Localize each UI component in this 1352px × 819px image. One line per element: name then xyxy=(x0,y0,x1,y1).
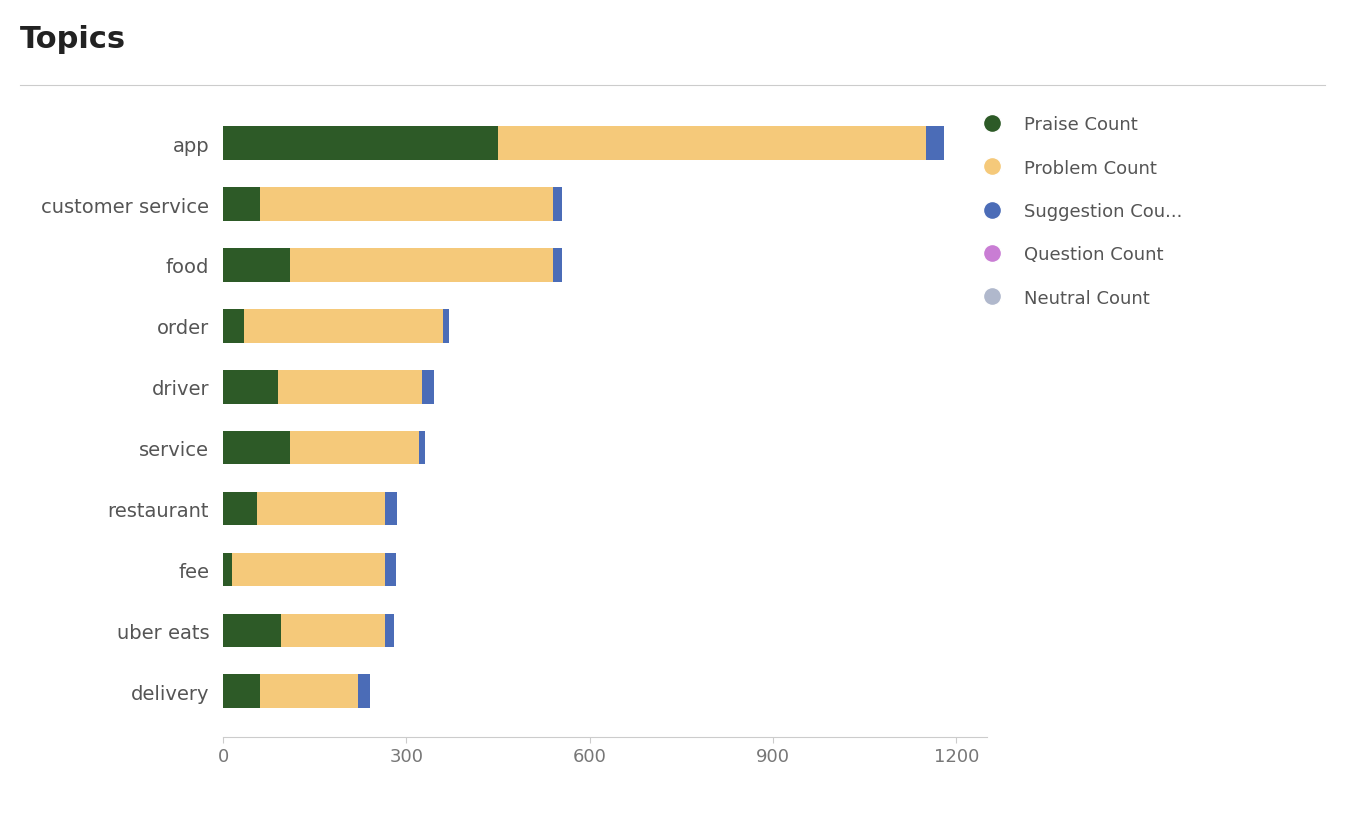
Bar xyxy=(553,249,562,283)
Bar xyxy=(443,310,449,343)
Bar xyxy=(223,553,233,586)
Bar xyxy=(223,613,281,647)
Bar xyxy=(223,370,279,404)
Bar xyxy=(223,492,257,526)
Bar xyxy=(223,249,291,283)
Bar xyxy=(926,127,944,161)
Bar xyxy=(279,370,422,404)
Bar xyxy=(291,432,419,465)
Bar xyxy=(281,613,385,647)
Legend: Praise Count, Problem Count, Suggestion Cou..., Question Count, Neutral Count: Praise Count, Problem Count, Suggestion … xyxy=(965,107,1192,316)
Bar xyxy=(223,127,498,161)
Bar xyxy=(233,553,385,586)
Bar xyxy=(422,370,434,404)
Bar xyxy=(260,188,553,222)
Bar xyxy=(385,553,396,586)
Bar xyxy=(223,188,260,222)
Bar xyxy=(257,492,385,526)
Bar xyxy=(291,249,553,283)
Bar xyxy=(260,675,357,708)
Text: Topics: Topics xyxy=(20,25,126,53)
Bar xyxy=(223,432,291,465)
Bar xyxy=(419,432,425,465)
Bar xyxy=(385,492,397,526)
Bar xyxy=(498,127,926,161)
Bar xyxy=(223,675,260,708)
Bar xyxy=(385,613,395,647)
Bar xyxy=(223,310,245,343)
Bar xyxy=(357,675,369,708)
Bar xyxy=(245,310,443,343)
Bar xyxy=(553,188,562,222)
